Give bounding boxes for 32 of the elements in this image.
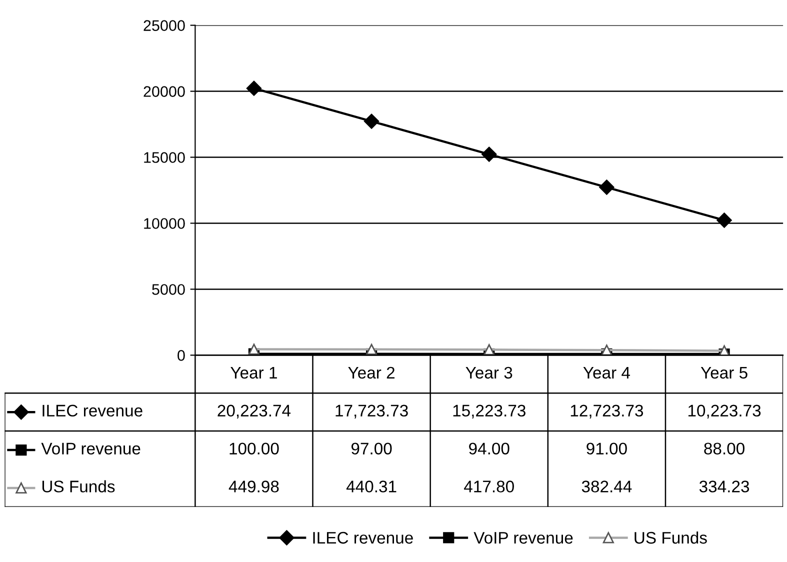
x-tick-label: Year 4 bbox=[583, 366, 630, 379]
x-tick-label: Year 2 bbox=[348, 366, 394, 379]
y-tick-label: 15000 bbox=[144, 152, 185, 163]
legend-label: ILEC revenue bbox=[42, 404, 142, 417]
data-label: 97.00 bbox=[351, 442, 392, 454]
y-tick-label: 20000 bbox=[144, 86, 185, 97]
legend-label: US Funds bbox=[634, 531, 707, 544]
data-label: 10,223.73 bbox=[688, 404, 761, 419]
x-tick-label: Year 3 bbox=[466, 366, 512, 379]
text: VoIP revenue bbox=[474, 532, 573, 544]
data-label: 449.98 bbox=[228, 480, 279, 492]
y-tick-label: 25000 bbox=[144, 20, 185, 31]
y-tick-label: 0 bbox=[178, 350, 185, 361]
data-label: 440.31 bbox=[346, 480, 396, 492]
data-label: 100.00 bbox=[230, 442, 279, 454]
text: US Funds bbox=[42, 480, 115, 492]
data-label: 15,223.73 bbox=[453, 404, 526, 419]
y-tick-label: 5000 bbox=[152, 284, 185, 295]
data-label: 417.80 bbox=[464, 480, 514, 492]
x-tick-label: Year 1 bbox=[230, 366, 277, 379]
x-tick-label: Year 5 bbox=[700, 366, 748, 379]
data-label: 12,723.73 bbox=[570, 404, 644, 419]
data-label: 91.00 bbox=[586, 442, 627, 454]
y-tick-label: 10000 bbox=[144, 218, 185, 229]
data-label: 20,223.74 bbox=[218, 404, 291, 419]
data-label: 334.23 bbox=[699, 480, 750, 492]
data-label: 17,723.73 bbox=[336, 404, 408, 419]
legend-label: VoIP revenue bbox=[41, 442, 140, 454]
text: ILEC revenue bbox=[313, 532, 413, 544]
data-label: 88.00 bbox=[704, 442, 744, 454]
data-label: 382.44 bbox=[582, 480, 632, 492]
data-label: 94.00 bbox=[469, 442, 510, 454]
